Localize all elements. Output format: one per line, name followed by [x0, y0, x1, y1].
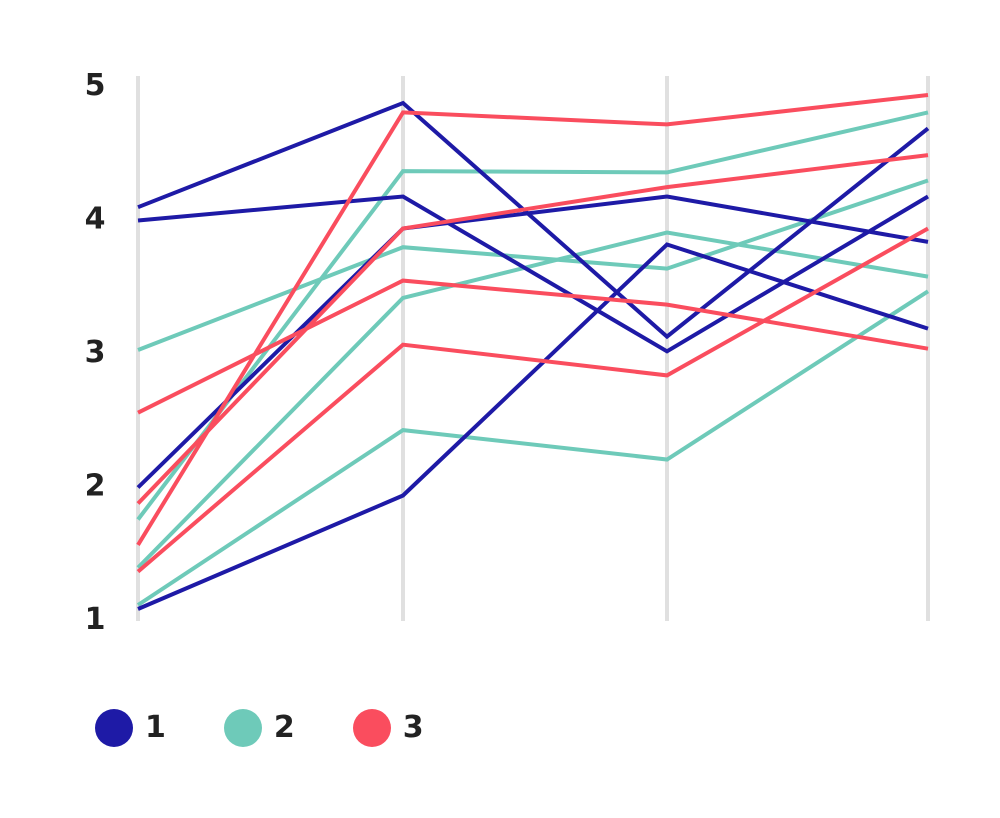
series-3-line-2 — [136, 153, 929, 505]
legend-label-2: 2 — [273, 710, 295, 745]
series-2-line-3 — [136, 230, 929, 570]
legend: 1 2 3 — [95, 708, 482, 748]
series-2-line-1 — [137, 178, 929, 352]
y-tick-5: 5 — [85, 68, 106, 103]
series-1-line-1 — [137, 100, 930, 340]
series-1-line-2 — [137, 194, 930, 354]
y-tick-1: 1 — [85, 602, 106, 637]
y-tick-4: 4 — [85, 202, 106, 237]
legend-swatch-1 — [95, 709, 133, 747]
legend-label-1: 1 — [145, 710, 166, 745]
y-tick-2: 2 — [85, 469, 106, 504]
series-3-line-3 — [136, 93, 929, 546]
series-1-line-4 — [137, 242, 929, 611]
series-3-line-1 — [137, 278, 929, 415]
legend-item-2[interactable]: 2 — [223, 708, 295, 748]
series-2-line-2 — [136, 110, 929, 521]
legend-swatch-2 — [223, 709, 262, 747]
legend-swatch-3 — [352, 709, 391, 747]
y-tick-3: 3 — [85, 335, 106, 370]
legend-item-3[interactable]: 3 — [352, 708, 424, 748]
y-tick-labels: 5 4 3 2 1 — [85, 68, 106, 637]
series-2-line-4 — [136, 289, 930, 607]
series-3-line-4 — [136, 226, 929, 574]
legend-item-1[interactable]: 1 — [95, 708, 166, 748]
data-lines — [136, 93, 930, 611]
legend-label-3: 3 — [402, 710, 424, 745]
series-1-line-3 — [136, 194, 929, 489]
